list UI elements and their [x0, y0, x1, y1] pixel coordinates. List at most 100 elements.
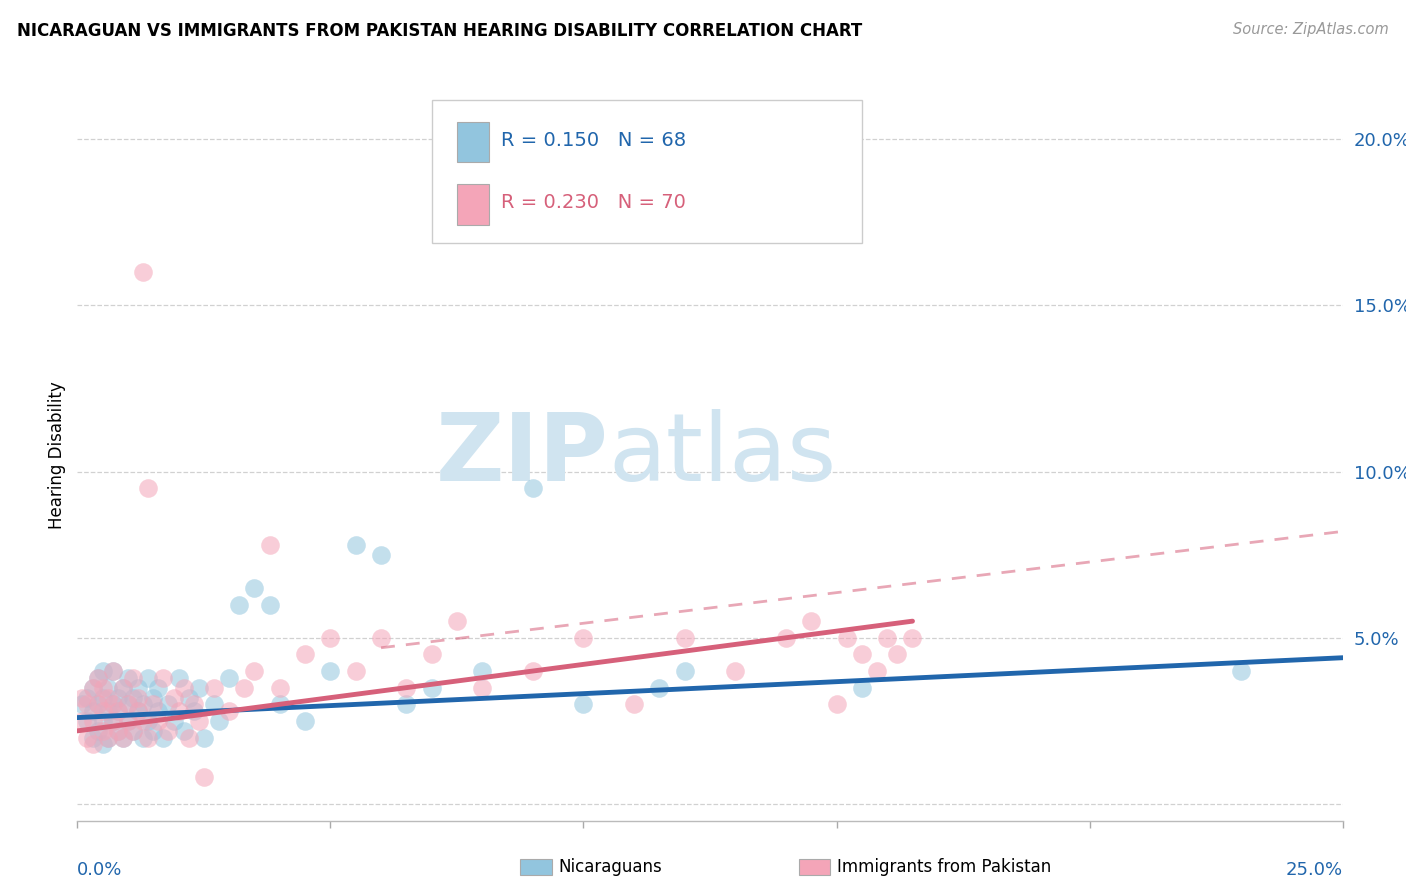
- Point: [395, 681, 418, 695]
- Point: [91, 737, 114, 751]
- Point: [91, 714, 114, 728]
- Point: [142, 723, 165, 738]
- Point: [319, 631, 342, 645]
- Point: [122, 671, 145, 685]
- Point: [91, 723, 114, 738]
- Point: [152, 671, 174, 685]
- Point: [136, 481, 159, 495]
- Point: [173, 723, 195, 738]
- Point: [136, 731, 159, 745]
- Point: [127, 704, 149, 718]
- Point: [177, 690, 200, 705]
- Point: [208, 714, 231, 728]
- Point: [876, 631, 898, 645]
- Point: [132, 714, 155, 728]
- Point: [471, 664, 494, 678]
- Point: [243, 581, 266, 595]
- Point: [82, 704, 104, 718]
- Point: [202, 681, 225, 695]
- Point: [101, 698, 124, 712]
- Text: 25.0%: 25.0%: [1285, 861, 1343, 879]
- Point: [86, 723, 108, 738]
- Point: [269, 681, 291, 695]
- Point: [132, 731, 155, 745]
- Text: NICARAGUAN VS IMMIGRANTS FROM PAKISTAN HEARING DISABILITY CORRELATION CHART: NICARAGUAN VS IMMIGRANTS FROM PAKISTAN H…: [17, 22, 862, 40]
- Point: [177, 731, 200, 745]
- Point: [420, 648, 443, 662]
- Point: [775, 631, 797, 645]
- Y-axis label: Hearing Disability: Hearing Disability: [48, 381, 66, 529]
- Point: [101, 714, 124, 728]
- Point: [82, 681, 104, 695]
- Point: [136, 671, 159, 685]
- Point: [97, 690, 120, 705]
- Point: [187, 714, 209, 728]
- Point: [107, 690, 129, 705]
- Point: [101, 698, 124, 712]
- Point: [370, 631, 392, 645]
- Point: [117, 714, 139, 728]
- Point: [86, 698, 108, 712]
- Text: R = 0.150   N = 68: R = 0.150 N = 68: [501, 131, 686, 150]
- Point: [183, 704, 205, 718]
- Point: [825, 698, 848, 712]
- Point: [132, 698, 155, 712]
- Point: [269, 698, 291, 712]
- Point: [167, 671, 190, 685]
- FancyBboxPatch shape: [520, 859, 551, 876]
- Text: Immigrants from Pakistan: Immigrants from Pakistan: [837, 858, 1050, 876]
- Point: [370, 548, 392, 562]
- Point: [97, 704, 120, 718]
- Point: [851, 681, 873, 695]
- Point: [173, 681, 195, 695]
- Point: [218, 704, 240, 718]
- Point: [107, 704, 129, 718]
- Point: [162, 690, 184, 705]
- Point: [101, 664, 124, 678]
- Point: [233, 681, 256, 695]
- Text: atlas: atlas: [609, 409, 837, 501]
- Point: [127, 681, 149, 695]
- Point: [294, 648, 316, 662]
- Point: [142, 698, 165, 712]
- Point: [142, 690, 165, 705]
- Point: [148, 681, 170, 695]
- Point: [259, 538, 281, 552]
- Point: [319, 664, 342, 678]
- Point: [76, 731, 98, 745]
- Point: [724, 664, 747, 678]
- Point: [76, 690, 98, 705]
- Point: [107, 723, 129, 738]
- Point: [344, 538, 367, 552]
- Point: [122, 723, 145, 738]
- Point: [183, 698, 205, 712]
- Point: [866, 664, 889, 678]
- Point: [117, 698, 139, 712]
- Point: [117, 671, 139, 685]
- Point: [294, 714, 316, 728]
- Point: [122, 723, 145, 738]
- Point: [420, 681, 443, 695]
- Point: [82, 737, 104, 751]
- Point: [111, 681, 134, 695]
- FancyBboxPatch shape: [457, 185, 489, 225]
- Point: [193, 771, 215, 785]
- Point: [111, 731, 134, 745]
- Point: [72, 698, 94, 712]
- Point: [522, 664, 544, 678]
- FancyBboxPatch shape: [457, 122, 489, 162]
- Point: [344, 664, 367, 678]
- Point: [97, 681, 120, 695]
- Point: [648, 681, 671, 695]
- Point: [136, 714, 159, 728]
- Point: [76, 698, 98, 712]
- Point: [72, 690, 94, 705]
- FancyBboxPatch shape: [432, 100, 862, 243]
- Point: [122, 690, 145, 705]
- Point: [800, 614, 823, 628]
- Point: [572, 698, 595, 712]
- Text: 0.0%: 0.0%: [77, 861, 122, 879]
- Point: [673, 631, 696, 645]
- Point: [97, 731, 120, 745]
- Point: [471, 681, 494, 695]
